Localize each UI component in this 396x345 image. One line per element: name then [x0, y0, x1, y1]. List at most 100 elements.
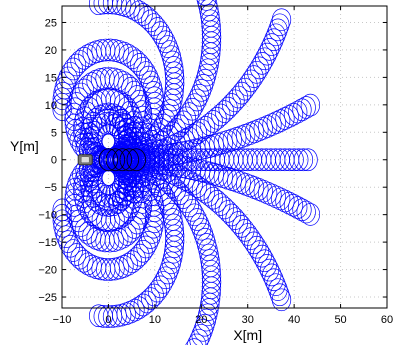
x-tick-label: −10 [53, 314, 72, 326]
trajectory-circle [264, 28, 284, 52]
trajectory-circle [161, 251, 182, 275]
trajectory-circle [124, 216, 144, 239]
trajectory-circle [66, 53, 87, 77]
trajectory-circle [94, 103, 114, 126]
trajectory-circle [53, 81, 73, 105]
trajectory-circle [189, 83, 210, 107]
trajectory-circle [138, 231, 159, 254]
y-tick-label: −15 [38, 237, 57, 249]
trajectory-circle [271, 109, 291, 132]
trajectory-circle [199, 183, 220, 207]
y-tick-label: −10 [38, 210, 57, 222]
trajectory-circle [156, 266, 176, 290]
trajectory-circle [102, 305, 123, 328]
trajectory-circle [253, 179, 273, 203]
trajectory-circle [292, 98, 312, 122]
trajectory-circle [160, 40, 180, 63]
trajectory-circle [283, 193, 304, 217]
trajectory-circle [171, 165, 191, 189]
trajectory-circle [98, 305, 118, 328]
trajectory-circle [270, 283, 290, 307]
trajectory-circle [211, 193, 231, 216]
trajectory-circle [73, 116, 93, 140]
trajectory-circle [193, 73, 214, 97]
trajectory-circle [200, 287, 221, 311]
y-tick-label: 15 [45, 72, 57, 84]
trajectory-circle [164, 61, 184, 85]
trajectory-circle [144, 13, 164, 36]
trajectory-circle [156, 187, 176, 211]
trajectory-circle [195, 313, 215, 337]
trajectory-circle [96, 258, 116, 281]
trajectory-circle [65, 119, 86, 142]
trajectory-circle [238, 73, 258, 97]
trajectory-circle [124, 180, 144, 204]
plot-frame [61, 5, 388, 309]
y-tick-label: −5 [44, 182, 57, 194]
trajectory-circle [124, 115, 144, 139]
trajectory-circle [244, 176, 265, 199]
trajectory-circle [247, 235, 267, 259]
trajectory-circle [225, 89, 245, 113]
trajectory-circle [275, 107, 295, 130]
trajectory-circle [130, 243, 150, 267]
trajectory-circle [122, 250, 142, 274]
trajectory-circle [288, 100, 308, 124]
trajectory-circle [83, 203, 103, 227]
trajectory-circle [189, 212, 210, 236]
trajectory-circle [160, 256, 180, 280]
trajectory-circle [257, 181, 278, 205]
trajectory-circle [125, 298, 145, 322]
trajectory-circle [268, 278, 288, 301]
trajectory-circle [221, 203, 242, 227]
trajectory-circle [249, 56, 270, 80]
y-tick-label: −25 [38, 292, 57, 304]
trajectory-circle [161, 45, 182, 69]
trajectory-circle [58, 230, 78, 253]
trajectory-circle [195, 68, 215, 92]
trajectory-circle [244, 231, 264, 255]
y-tick-label: −20 [38, 265, 57, 277]
y-tick-label: 0 [51, 155, 57, 167]
trajectory-circle [221, 93, 242, 116]
trajectory-circle [95, 67, 115, 90]
trajectory-circle [142, 75, 162, 99]
trajectory-circle [268, 18, 288, 42]
x-tick-label: 10 [149, 314, 161, 326]
x-tick-label: 50 [334, 314, 346, 326]
trajectory-circle [300, 93, 321, 117]
trajectory-circle [244, 65, 264, 88]
trajectory-circle [266, 111, 286, 134]
trajectory-circle [179, 194, 199, 218]
trajectory-circle [266, 23, 286, 47]
trajectory-circle [225, 207, 245, 231]
trajectory-circle [196, 308, 217, 332]
trajectory-circle [88, 0, 109, 16]
trajectory-circle [102, 0, 123, 15]
trajectory-circle [262, 183, 282, 207]
trajectory-circle [262, 113, 282, 136]
trajectory-circle [98, 0, 118, 15]
start-circle [98, 148, 119, 172]
trajectory-circle [148, 174, 168, 198]
trajectory-circle [105, 183, 125, 207]
trajectory-circle [93, 305, 113, 328]
trajectory-circle [144, 283, 164, 307]
trajectory-circle [238, 223, 258, 246]
trajectory-circle [132, 165, 152, 188]
trajectory-circle [130, 53, 150, 76]
trajectory-circle [112, 176, 132, 199]
trajectory-circle [131, 94, 151, 118]
trajectory-circle [58, 66, 78, 90]
trajectory-circle [109, 180, 129, 204]
trajectory-circle [158, 136, 178, 160]
trajectory-circle [193, 318, 213, 342]
trajectory-circle [249, 118, 269, 142]
trajectory-circle [284, 148, 304, 172]
trajectory-circle [114, 165, 134, 189]
trajectory-circle [266, 273, 286, 297]
trajectory-circle [86, 188, 106, 212]
trajectory-circle [211, 103, 231, 127]
start-circle [105, 148, 126, 172]
